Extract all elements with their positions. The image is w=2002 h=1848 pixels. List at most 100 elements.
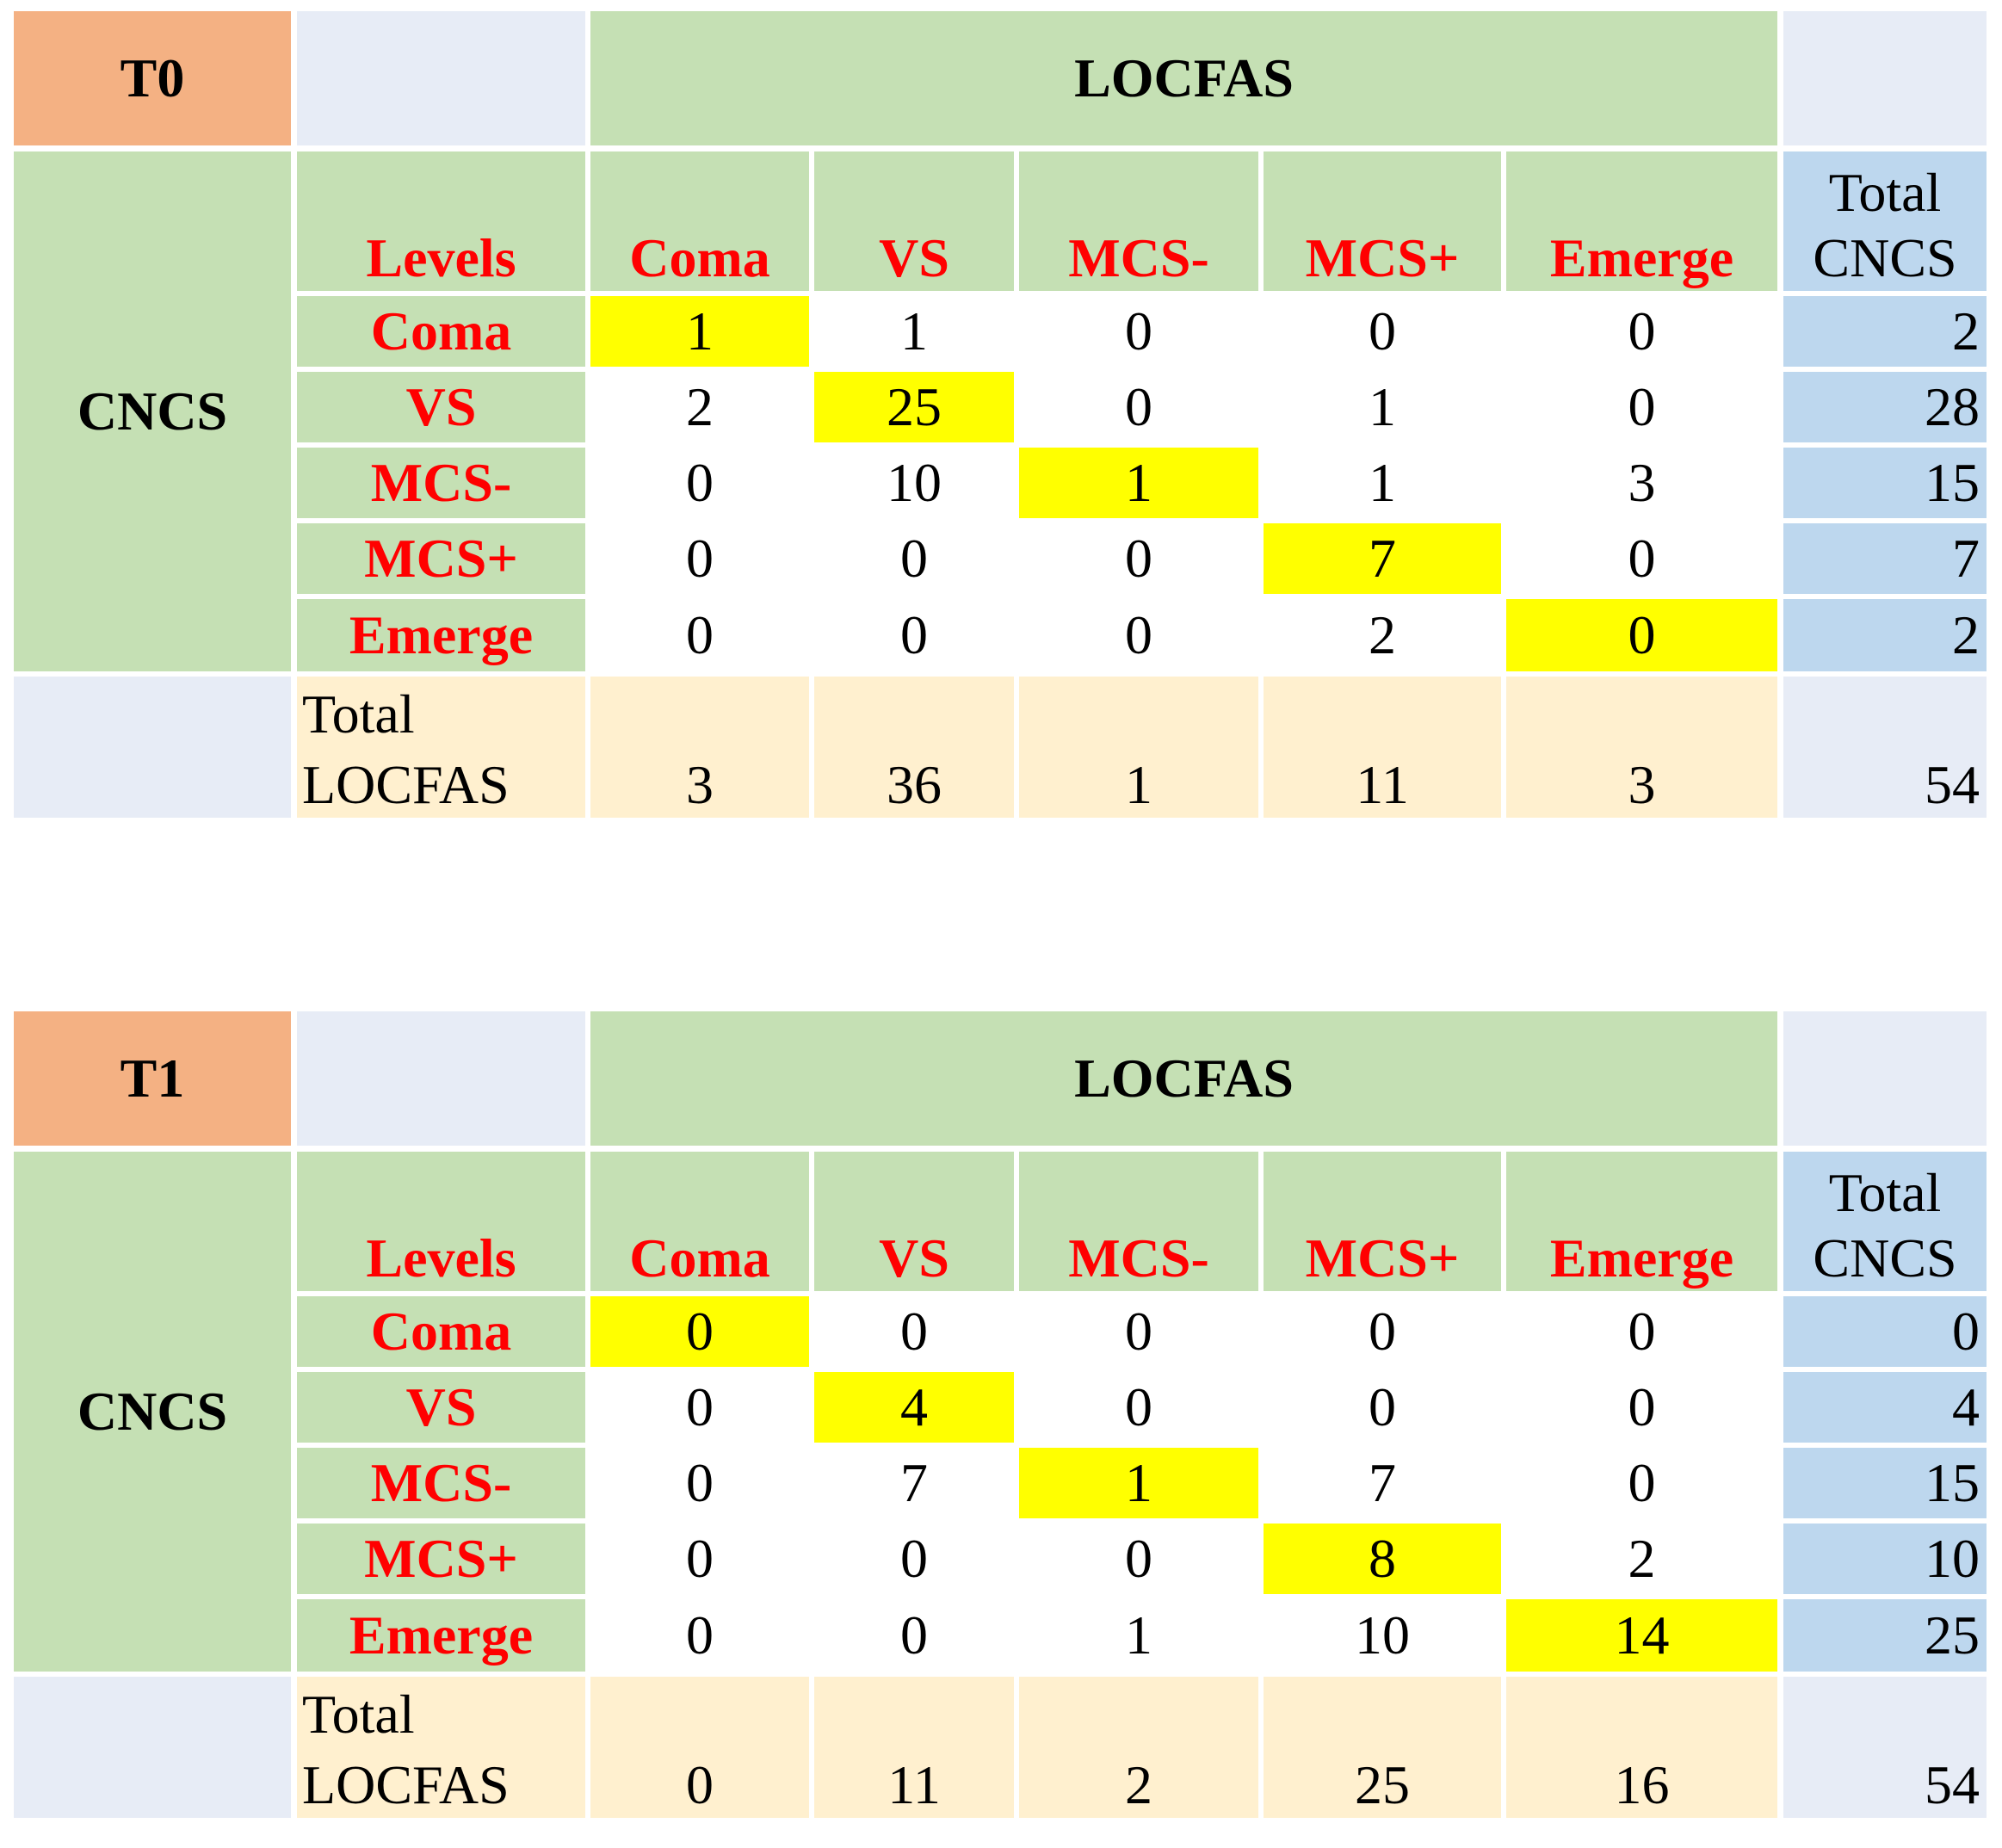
table-cell: 1 — [590, 296, 809, 367]
table-cell: 8 — [1264, 1524, 1501, 1594]
header-blank — [1783, 11, 1987, 145]
table-cell: 0 — [1264, 1372, 1501, 1443]
row-label: MCS+ — [297, 1524, 585, 1594]
row-label: Coma — [297, 296, 585, 367]
table-cell: 0 — [814, 599, 1014, 671]
table-cell: 14 — [1506, 1599, 1777, 1672]
row-total: 2 — [1783, 296, 1987, 367]
table-cell: 0 — [590, 523, 809, 594]
table-cell: 10 — [1264, 1599, 1501, 1672]
table-cell: 0 — [1506, 523, 1777, 594]
table-cell: 0 — [1264, 296, 1501, 367]
table-cell: 1 — [1019, 1599, 1258, 1672]
column-total: 16 — [1506, 1677, 1777, 1818]
grand-total: 54 — [1783, 1677, 1987, 1818]
total-locfas-line2: LOCFAS — [302, 1754, 510, 1815]
column-total: 36 — [814, 677, 1014, 818]
table-cell: 7 — [1264, 523, 1501, 594]
table-cell: 0 — [814, 1524, 1014, 1594]
row-label: MCS+ — [297, 523, 585, 594]
table-cell: 0 — [1506, 1372, 1777, 1443]
table-label: T1 — [14, 1011, 291, 1146]
table-cell: 0 — [1019, 523, 1258, 594]
table-cell: 0 — [590, 1372, 809, 1443]
table-cell: 0 — [1019, 599, 1258, 671]
table-cell: 0 — [1506, 372, 1777, 442]
column-header: VS — [814, 151, 1014, 291]
totals-blank — [14, 677, 291, 818]
table-cell: 0 — [1506, 296, 1777, 367]
table-cell: 0 — [814, 1296, 1014, 1367]
row-label: Emerge — [297, 599, 585, 671]
column-header: MCS+ — [1264, 151, 1501, 291]
cncs-side-header: CNCS — [14, 151, 291, 671]
row-total: 28 — [1783, 372, 1987, 442]
table-cell: 1 — [1019, 1448, 1258, 1518]
levels-label: Levels — [297, 1152, 585, 1291]
table-cell: 0 — [590, 1448, 809, 1518]
table-label: T0 — [14, 11, 291, 145]
table-cell: 0 — [1019, 1524, 1258, 1594]
corner-blank — [297, 1011, 585, 1146]
table-cell: 25 — [814, 372, 1014, 442]
row-label: VS — [297, 372, 585, 442]
table-cell: 1 — [1019, 448, 1258, 518]
table-cell: 7 — [1264, 1448, 1501, 1518]
table-cell: 0 — [814, 1599, 1014, 1672]
total-locfas-line2: LOCFAS — [302, 754, 510, 815]
table-cell: 0 — [1019, 296, 1258, 367]
table-cell: 0 — [590, 448, 809, 518]
table-cell: 0 — [590, 1296, 809, 1367]
locfas-header: LOCFAS — [590, 1011, 1777, 1146]
table-cell: 0 — [590, 599, 809, 671]
table-cell: 0 — [590, 1599, 809, 1672]
total-cncs-line1: Total — [1828, 162, 1942, 223]
total-locfas-label: Total LOCFAS — [297, 677, 585, 818]
column-total: 11 — [814, 1677, 1014, 1818]
table-cell: 1 — [814, 296, 1014, 367]
levels-label: Levels — [297, 151, 585, 291]
column-total: 1 — [1019, 677, 1258, 818]
total-cncs-header: Total CNCS — [1783, 151, 1987, 291]
table-cell: 4 — [814, 1372, 1014, 1443]
totals-blank — [14, 1677, 291, 1818]
row-total: 0 — [1783, 1296, 1987, 1367]
row-label: MCS- — [297, 1448, 585, 1518]
row-total: 4 — [1783, 1372, 1987, 1443]
total-locfas-line1: Total — [302, 683, 415, 745]
table-cell: 0 — [1264, 1296, 1501, 1367]
row-total: 15 — [1783, 448, 1987, 518]
total-cncs-line2: CNCS — [1813, 1227, 1957, 1289]
table-cell: 0 — [590, 1524, 809, 1594]
row-label: VS — [297, 1372, 585, 1443]
corner-blank — [297, 11, 585, 145]
total-cncs-line2: CNCS — [1813, 227, 1957, 288]
column-header: MCS- — [1019, 151, 1258, 291]
table-cell: 1 — [1264, 372, 1501, 442]
column-header: Coma — [590, 1152, 809, 1291]
header-blank — [1783, 1011, 1987, 1146]
cncs-side-header: CNCS — [14, 1152, 291, 1672]
column-total: 3 — [590, 677, 809, 818]
column-header: MCS- — [1019, 1152, 1258, 1291]
column-total: 0 — [590, 1677, 809, 1818]
row-label: Emerge — [297, 1599, 585, 1672]
total-cncs-header: Total CNCS — [1783, 1152, 1987, 1291]
total-locfas-label: Total LOCFAS — [297, 1677, 585, 1818]
column-total: 11 — [1264, 677, 1501, 818]
table-cell: 0 — [1506, 1448, 1777, 1518]
column-header: Coma — [590, 151, 809, 291]
row-label: MCS- — [297, 448, 585, 518]
column-header: Emerge — [1506, 151, 1777, 291]
column-total: 2 — [1019, 1677, 1258, 1818]
table-cell: 7 — [814, 1448, 1014, 1518]
row-label: Coma — [297, 1296, 585, 1367]
row-total: 10 — [1783, 1524, 1987, 1594]
table-cell: 0 — [1019, 372, 1258, 442]
table-cell: 10 — [814, 448, 1014, 518]
table-cell: 0 — [1019, 1296, 1258, 1367]
row-total: 25 — [1783, 1599, 1987, 1672]
column-header: VS — [814, 1152, 1014, 1291]
grand-total: 54 — [1783, 677, 1987, 818]
table-cell: 2 — [1506, 1524, 1777, 1594]
